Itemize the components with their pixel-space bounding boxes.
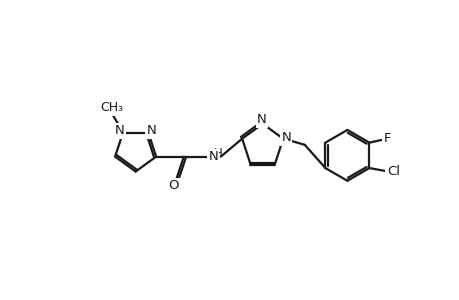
- Text: N: N: [115, 124, 124, 137]
- Text: Cl: Cl: [386, 165, 399, 178]
- Text: N: N: [281, 131, 291, 144]
- Text: F: F: [382, 132, 390, 145]
- Text: O: O: [168, 179, 178, 192]
- Text: CH₃: CH₃: [101, 101, 123, 114]
- Text: H: H: [213, 147, 222, 160]
- Text: N: N: [208, 150, 218, 163]
- Text: N: N: [146, 124, 156, 137]
- Text: N: N: [257, 113, 266, 126]
